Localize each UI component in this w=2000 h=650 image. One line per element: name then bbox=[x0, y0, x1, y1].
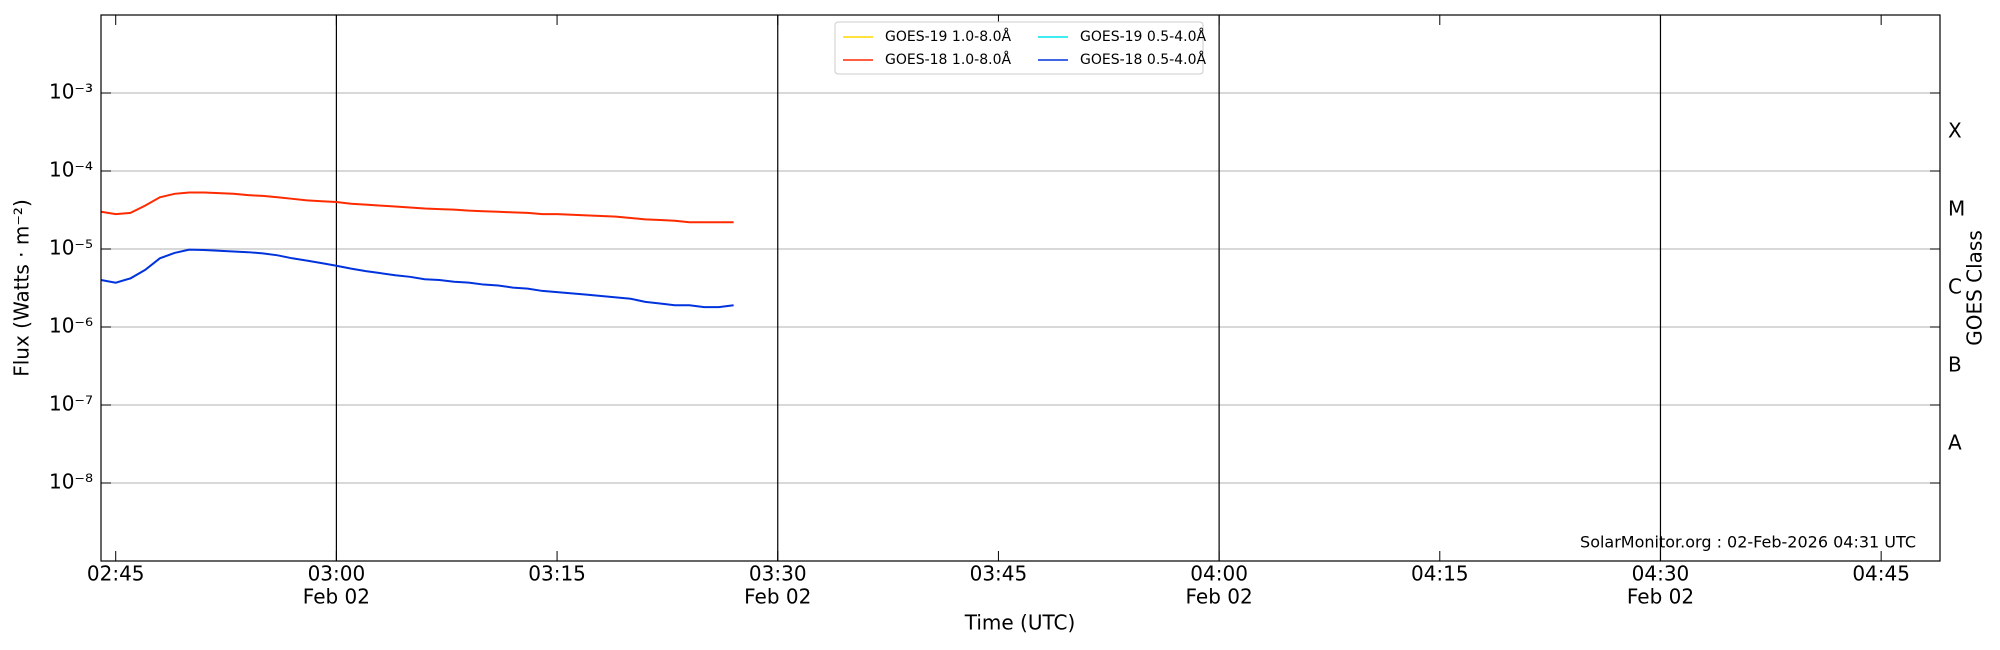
x-tick-label: 03:45 bbox=[970, 562, 1028, 586]
legend-box bbox=[834, 21, 1204, 75]
annotation: SolarMonitor.org : 02-Feb-2026 04:31 UTC bbox=[1580, 533, 1916, 552]
x-tick-label: 04:15 bbox=[1411, 562, 1469, 586]
x-tick-label: 04:00 bbox=[1190, 562, 1248, 586]
x-tick-label: 03:00 bbox=[308, 562, 366, 586]
y2-tick-label: B bbox=[1948, 353, 1962, 377]
x-axis-label: Time (UTC) bbox=[964, 611, 1076, 635]
y-tick-label: 10⁻⁸ bbox=[49, 470, 93, 494]
x-tick-label: 03:30 bbox=[749, 562, 807, 586]
x-tick-label: 03:15 bbox=[528, 562, 586, 586]
y-tick-label: 10⁻⁵ bbox=[49, 236, 93, 260]
x-tick-date-label: Feb 02 bbox=[303, 585, 370, 609]
y2-tick-label: C bbox=[1948, 275, 1962, 299]
legend-label: GOES-18 1.0-8.0Å bbox=[885, 51, 1011, 68]
x-tick-label: 02:45 bbox=[87, 562, 145, 586]
y2-tick-label: M bbox=[1948, 197, 1965, 221]
legend-label: GOES-19 0.5-4.0Å bbox=[1080, 28, 1206, 45]
series-line bbox=[100, 191, 734, 224]
y-axis-label: Flux (Watts · m⁻²) bbox=[10, 199, 34, 377]
y-tick-label: 10⁻⁷ bbox=[49, 392, 93, 416]
legend-label: GOES-19 1.0-8.0Å bbox=[885, 28, 1011, 45]
x-tick-date-label: Feb 02 bbox=[1186, 585, 1253, 609]
x-tick-label: 04:30 bbox=[1632, 562, 1690, 586]
y-tick-label: 10⁻⁴ bbox=[49, 158, 93, 182]
y-tick-label: 10⁻³ bbox=[49, 80, 93, 104]
plot-frame bbox=[100, 14, 1941, 562]
y2-tick-label: A bbox=[1948, 431, 1962, 455]
x-tick-date-label: Feb 02 bbox=[1627, 585, 1694, 609]
y2-tick-label: X bbox=[1948, 119, 1962, 143]
y-tick-label: 10⁻⁶ bbox=[49, 314, 93, 338]
x-tick-date-label: Feb 02 bbox=[744, 585, 811, 609]
series-line bbox=[100, 248, 734, 309]
y2-axis-label: GOES Class bbox=[1963, 230, 1987, 346]
x-tick-label: 04:45 bbox=[1852, 562, 1910, 586]
legend-label: GOES-18 0.5-4.0Å bbox=[1080, 51, 1206, 68]
